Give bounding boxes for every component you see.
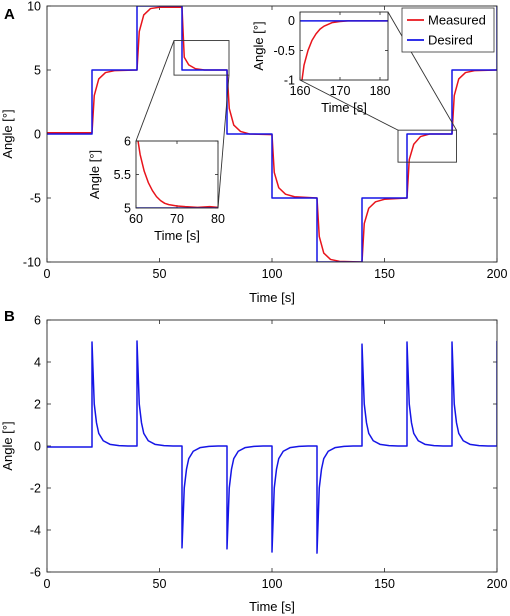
a-x-tick-label: 100 — [262, 267, 283, 281]
a-series-desired-line — [47, 6, 497, 262]
a-inset1-y-tick-label: 6 — [124, 134, 131, 148]
b-y-tick-label: 2 — [34, 397, 41, 411]
a-zoom-connector — [387, 11, 457, 131]
a-inset2-x-tick-label: 180 — [370, 84, 391, 98]
a-inset2-axes-frame — [299, 11, 389, 81]
a-x-tick-label: 50 — [153, 267, 167, 281]
legend-box — [401, 7, 495, 53]
a-inset1-y-axis-label: Angle [°] — [87, 150, 102, 199]
a-inset2-y-tick-label: 0 — [288, 14, 295, 28]
a-x-tick-label: 150 — [374, 267, 395, 281]
a-inset1-y-tick-label: 5.5 — [114, 168, 131, 182]
a-zoom-connector — [299, 79, 399, 131]
a-y-axis-label: Angle [°] — [0, 109, 15, 158]
a-inset1-x-tick-label: 70 — [170, 212, 184, 226]
a-series-measured-line — [47, 6, 497, 262]
a-y-tick-label: -5 — [30, 191, 41, 205]
b-axes-frame — [46, 319, 498, 573]
a-y-tick-label: 5 — [34, 63, 41, 77]
a-inset2-x-tick-label: 160 — [290, 84, 311, 98]
a-inset2-y-axis-label: Angle [°] — [251, 21, 266, 70]
legend-label-measured: Measured — [428, 13, 486, 28]
a-zoom-box-1 — [173, 40, 230, 76]
a-y-tick-label: 0 — [34, 127, 41, 141]
legend-label-desired: Desired — [428, 33, 473, 48]
panel-label-a: A — [4, 6, 15, 23]
a-x-tick-label: 0 — [44, 267, 51, 281]
b-x-tick-label: 50 — [153, 577, 167, 591]
a-y-tick-label: 10 — [27, 0, 41, 13]
b-y-tick-label: 6 — [34, 313, 41, 327]
panel-label-b: B — [4, 308, 15, 325]
a-inset2-x-axis-label: Time [s] — [321, 100, 367, 115]
b-y-tick-label: -2 — [30, 481, 41, 495]
a-zoom-connector — [135, 40, 175, 142]
a-zoom-connector — [217, 75, 230, 209]
b-series-angle-line — [47, 340, 497, 554]
a-y-tick-label: -10 — [23, 255, 41, 269]
a-inset2-x-tick-label: 170 — [330, 84, 351, 98]
a-inset1-plot-area — [136, 141, 218, 208]
a-inset2-y-tick-label: -1 — [284, 73, 295, 87]
panel-b: 0 50 100 150 200 -6 -4 -2 0 2 4 6 B Time [s] Angle [°] — [0, 308, 507, 614]
a-x-tick-label: 200 — [487, 267, 508, 281]
b-y-tick-label: -4 — [30, 523, 41, 537]
a-inset1-y-tick-label: 5 — [124, 201, 131, 215]
b-x-tick-label: 200 — [487, 577, 508, 591]
a-x-axis-label: Time [s] — [249, 290, 295, 305]
a-inset1-series-measured-line — [137, 141, 218, 208]
a-axes-frame — [46, 5, 498, 263]
a-inset2-y-tick-label: -0.5 — [273, 44, 295, 58]
b-y-tick-label: -6 — [30, 565, 41, 579]
b-x-axis-label: Time [s] — [249, 599, 295, 614]
b-y-axis-label: Angle [°] — [0, 421, 15, 470]
b-x-tick-label: 150 — [374, 577, 395, 591]
a-legend: Measured Desired — [401, 7, 495, 53]
b-x-tick-label: 0 — [44, 577, 51, 591]
a-inset1-x-tick-label: 80 — [211, 212, 225, 226]
b-y-tick-label: 4 — [34, 355, 41, 369]
a-inset1-x-tick-label: 60 — [129, 212, 143, 226]
a-inset1-inset: 60 70 80 5 5.5 6 Time [s] Angle [°] — [87, 134, 225, 243]
b-y-tick-label: 0 — [34, 439, 41, 453]
a-inset2-plot-area — [300, 12, 388, 80]
a-zoom-box-2 — [397, 129, 457, 163]
a-inset1-x-axis-label: Time [s] — [154, 228, 200, 243]
a-inset1-axes-frame — [135, 140, 219, 209]
a-inset2-inset: 160 170 180 -1 -0.5 0 Time [s] Angle [°] — [251, 11, 391, 115]
b-x-tick-label: 100 — [262, 577, 283, 591]
